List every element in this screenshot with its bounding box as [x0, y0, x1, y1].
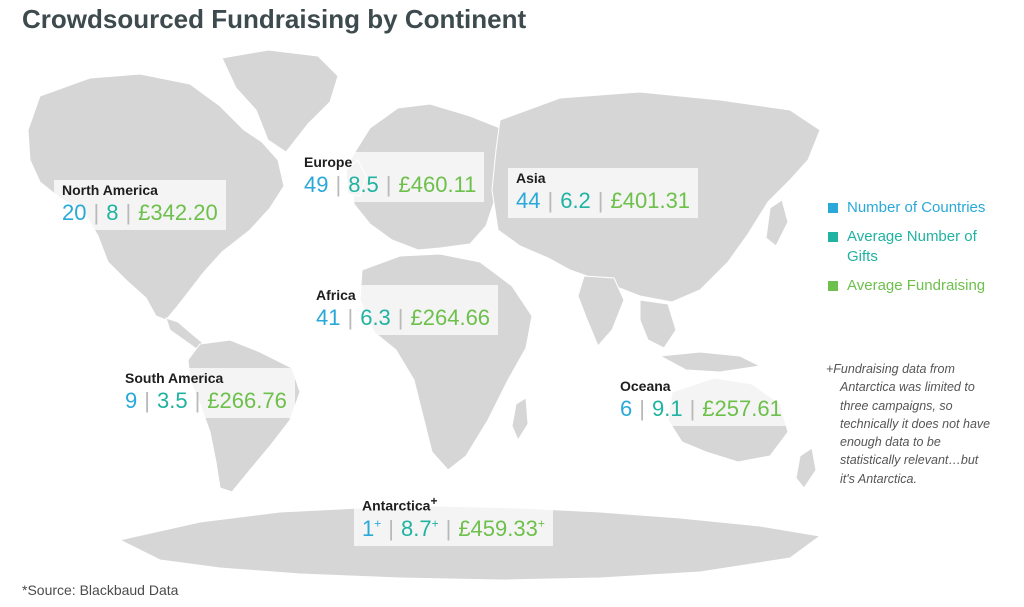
continent-name: Antarctica+	[362, 494, 438, 514]
new-zealand-shape	[795, 447, 817, 489]
antarctica-mark: +	[430, 494, 438, 508]
legend: Number of Countries Average Number of Gi…	[828, 198, 998, 305]
continent-stats: 41 | 6.3 | £264.66	[316, 305, 491, 330]
legend-label: Average Number of Gifts	[847, 228, 977, 265]
label-oceana: Oceana 6 | 9.1 | £257.61	[612, 376, 790, 426]
source-note: *Source: Blackbaud Data	[22, 582, 179, 598]
japan-shape	[765, 199, 789, 247]
central-america-shape	[165, 317, 205, 351]
legend-item-gifts: Average Number of Gifts	[828, 227, 998, 267]
gifts-value: 8.5	[348, 172, 379, 197]
countries-value: 20	[62, 200, 87, 225]
continent-stats: 1+ | 8.7+ | £459.33+	[362, 515, 545, 541]
se-asia-shape	[639, 299, 677, 349]
label-europe: Europe 49 | 8.5 | £460.11	[296, 152, 485, 202]
continent-name: Oceana	[620, 378, 671, 394]
legend-item-countries: Number of Countries	[828, 198, 998, 218]
continent-name: North America	[62, 182, 158, 198]
legend-swatch	[828, 203, 838, 213]
label-antarctica: Antarctica+ 1+ | 8.7+ | £459.33+	[354, 492, 553, 546]
fundraising-value: £264.66	[410, 305, 491, 330]
countries-value: 6	[620, 396, 633, 421]
continent-stats: 49 | 8.5 | £460.11	[304, 172, 477, 197]
continent-stats: 6 | 9.1 | £257.61	[620, 396, 782, 421]
legend-label: Average Fundraising	[847, 277, 986, 294]
legend-label: Number of Countries	[847, 199, 986, 216]
countries-value: 1+	[362, 515, 382, 541]
gifts-value: 8.7+	[400, 515, 439, 541]
gifts-value: 9.1	[651, 396, 683, 421]
label-south-america: South America 9 | 3.5 | £266.76	[117, 368, 295, 418]
footnote: +Fundraising data from Antarctica was li…	[826, 360, 996, 488]
page-title: Crowdsourced Fundraising by Continent	[22, 4, 527, 34]
greenland-shape	[221, 49, 339, 153]
fundraising-value: £257.61	[702, 396, 782, 421]
indonesia-shape	[658, 351, 762, 373]
label-north-america: North America 20 | 8 | £342.20	[54, 180, 226, 230]
gifts-value: 6.2	[560, 188, 591, 213]
india-shape	[577, 275, 625, 347]
legend-swatch	[828, 281, 838, 291]
label-asia: Asia 44 | 6.2 | £401.31	[508, 168, 699, 218]
countries-value: 49	[304, 172, 329, 197]
fundraising-value: £342.20	[138, 200, 218, 225]
gifts-value: 6.3	[360, 305, 391, 330]
gifts-value: 3.5	[156, 388, 188, 413]
continent-name: Asia	[516, 170, 546, 186]
fundraising-value: £460.11	[398, 172, 477, 197]
continent-stats: 9 | 3.5 | £266.76	[125, 388, 287, 413]
gifts-value: 8	[106, 200, 119, 225]
countries-value: 9	[125, 388, 138, 413]
fundraising-value: £459.33+	[458, 515, 545, 541]
legend-item-fundraising: Average Fundraising	[828, 276, 998, 296]
fundraising-value: £401.31	[610, 188, 691, 213]
continent-name: Africa	[316, 287, 356, 303]
fundraising-value: £266.76	[207, 388, 287, 413]
countries-value: 44	[516, 188, 541, 213]
continent-name: Europe	[304, 154, 353, 170]
continent-name: South America	[125, 370, 224, 386]
madagascar-shape	[511, 397, 529, 442]
label-africa: Africa 41 | 6.3 | £264.66	[308, 285, 499, 335]
continent-stats: 20 | 8 | £342.20	[62, 200, 218, 225]
countries-value: 41	[316, 305, 341, 330]
legend-swatch	[828, 232, 838, 242]
footnote-text: +Fundraising data from Antarctica was li…	[826, 362, 991, 486]
continent-stats: 44 | 6.2 | £401.31	[516, 188, 691, 213]
